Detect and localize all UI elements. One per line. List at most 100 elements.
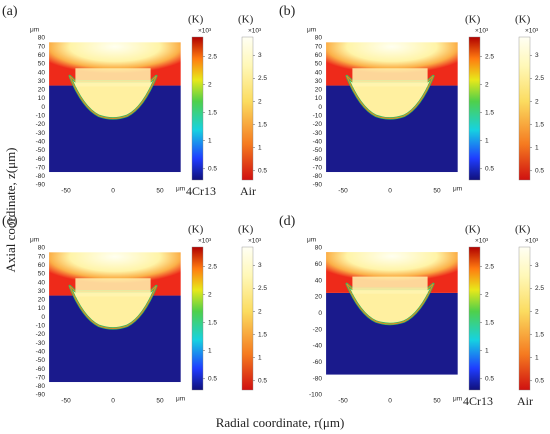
colorbar-tick-label: 2.5 (535, 75, 544, 82)
y-unit: μm (307, 27, 316, 34)
y-tick-label: -80 (36, 383, 46, 390)
y-tick-label: 0 (318, 310, 322, 317)
colorbar-tick-label: 0.5 (535, 377, 544, 384)
colorbar-tick-label: 2 (485, 291, 489, 298)
x-tick-label: 0 (111, 188, 115, 195)
y-tick-label: -50 (36, 147, 46, 154)
y-tick-label: -60 (313, 156, 323, 163)
y-tick-label: -50 (36, 357, 46, 364)
x-unit: μm (176, 396, 185, 403)
colorbar-tick-label: 1.5 (208, 109, 217, 116)
colorbar-scale: ×10³ (198, 238, 212, 245)
material-label: Air (517, 394, 533, 408)
x-tick-label: 0 (111, 398, 115, 405)
x-tick-label: 50 (156, 398, 164, 405)
colorbar (241, 36, 254, 181)
x-axis-title: Radial coordinate, r(μm) (216, 415, 345, 430)
pool-core (352, 276, 428, 294)
melt-pool-edge (346, 283, 434, 325)
y-tick-label: 80 (38, 35, 46, 42)
y-tick-label: -20 (313, 326, 323, 333)
x-unit: μm (453, 396, 462, 403)
x-tick-label: -50 (61, 188, 71, 195)
y-tick-label: 80 (315, 245, 323, 252)
melt-pool-edge (346, 75, 434, 119)
colorbar-tick-label: 3 (258, 52, 262, 59)
melt-pool-edge (69, 75, 157, 119)
x-unit: μm (176, 186, 185, 193)
y-tick-label: 10 (315, 95, 323, 102)
colorbar-tick-label: 2.5 (485, 263, 494, 270)
colorbar-scale: ×10³ (248, 238, 262, 245)
colorbar-scale: ×10³ (525, 28, 539, 35)
y-unit: μm (30, 27, 39, 34)
colorbar (518, 36, 531, 181)
colorbar-unit: (K) (238, 224, 254, 236)
y-tick-label: 40 (38, 69, 46, 76)
y-tick-label: 30 (315, 78, 323, 85)
x-tick-label: 50 (156, 188, 164, 195)
colorbar-tick-label: 1 (485, 137, 489, 144)
y-tick-label: 20 (38, 297, 46, 304)
colorbar-scale: ×10³ (248, 28, 262, 35)
material-label: 4Cr13 (186, 184, 216, 198)
colorbar-unit: (K) (238, 14, 254, 26)
y-tick-label: -40 (36, 348, 46, 355)
x-tick-label: -50 (338, 398, 348, 405)
colorbar-tick-label: 2.5 (485, 53, 494, 60)
y-tick-label: 50 (315, 61, 323, 68)
colorbar-tick-label: 2.5 (208, 53, 217, 60)
material-label: 4Cr13 (463, 394, 493, 408)
colorbar (241, 246, 254, 391)
y-tick-label: 0 (41, 104, 45, 111)
colorbar-tick-label: 3 (535, 52, 539, 59)
colorbar-scale: ×10³ (475, 238, 489, 245)
y-tick-label: -80 (313, 173, 323, 180)
y-tick-label: -80 (313, 375, 323, 382)
x-unit: μm (453, 186, 462, 193)
colorbar-tick-label: 2.5 (535, 285, 544, 292)
panel-label: (d) (279, 214, 296, 229)
y-tick-label: -60 (36, 366, 46, 373)
colorbar (191, 36, 204, 181)
y-tick-label: -50 (313, 147, 323, 154)
colorbar-tick-label: 2 (258, 308, 262, 315)
y-tick-label: -40 (36, 138, 46, 145)
colorbar-tick-label: 1.5 (535, 331, 544, 338)
colorbar-tick-label: 0.5 (208, 376, 217, 383)
y-tick-label: -80 (36, 173, 46, 180)
panel-label: (b) (279, 4, 296, 19)
y-tick-label: -20 (36, 121, 46, 128)
x-tick-label: 50 (433, 188, 441, 195)
colorbar-tick-label: 2 (258, 98, 262, 105)
colorbar (468, 36, 481, 181)
y-tick-label: -90 (36, 182, 46, 189)
colorbar-tick-label: 1.5 (485, 109, 494, 116)
y-tick-label: 0 (318, 104, 322, 111)
colorbar-scale: ×10³ (525, 238, 539, 245)
y-tick-label: -40 (313, 343, 323, 350)
y-axis-title: Axial coordinate, z(μm) (3, 147, 18, 272)
y-tick-label: -90 (313, 182, 323, 189)
y-tick-label: 50 (38, 61, 46, 68)
y-tick-label: 20 (315, 87, 323, 94)
colorbar-tick-label: 2 (208, 291, 212, 298)
y-tick-label: -70 (36, 164, 46, 171)
colorbar-tick-label: 0.5 (258, 167, 267, 174)
colorbar-unit: (K) (515, 224, 531, 236)
colorbar-tick-label: 3 (535, 262, 539, 269)
colorbar-unit: (K) (188, 14, 204, 26)
y-tick-label: -60 (36, 156, 46, 163)
colorbar-tick-label: 1 (258, 354, 262, 361)
x-tick-label: 0 (388, 188, 392, 195)
colorbar-tick-label: 1.5 (535, 121, 544, 128)
colorbar (191, 246, 204, 391)
y-tick-label: -60 (313, 359, 323, 366)
colorbar-tick-label: 2 (208, 81, 212, 88)
colorbar-tick-label: 1 (258, 144, 262, 151)
colorbar-tick-label: 1.5 (258, 331, 267, 338)
colorbar-tick-label: 1 (208, 137, 212, 144)
y-tick-label: 70 (38, 253, 46, 260)
colorbar (518, 246, 531, 391)
